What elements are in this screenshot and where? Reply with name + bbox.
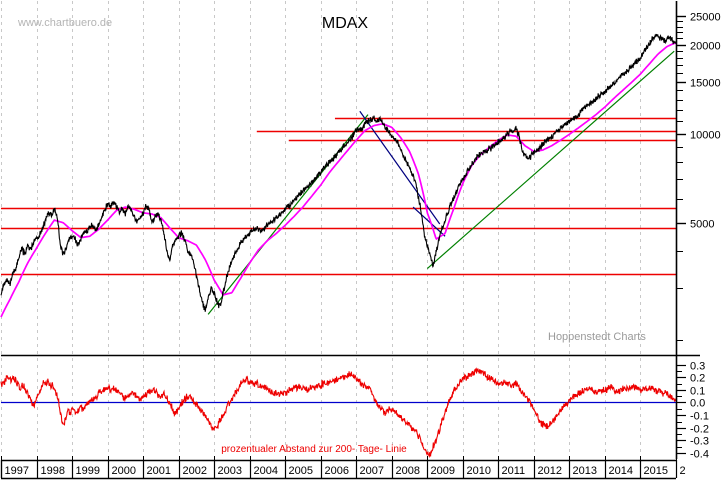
y-axis-label-price: 5000 [690, 219, 714, 231]
y-axis-label-price: 20000 [690, 41, 721, 53]
label-layer: 25000 20000 15000 10000 5000 0.30.20.10.0-0.1… [5, 12, 721, 478]
y-axis-label-oscillator: 0.3 [690, 361, 705, 373]
x-axis-year-label: 2001 [147, 465, 171, 477]
oscillator-layer [0, 367, 677, 459]
x-axis-year-label: 2007 [360, 465, 384, 477]
x-axis-year-label: 2013 [573, 465, 597, 477]
resistance-layer [1, 117, 676, 276]
x-axis-year-label: 2009 [431, 465, 455, 477]
x-axis-year-label: 1999 [76, 465, 100, 477]
x-axis-year-label: 2 [680, 465, 686, 477]
price-layer [0, 33, 677, 312]
y-axis-label-oscillator: -0.1 [690, 411, 709, 423]
x-axis-year-label: 2012 [538, 465, 562, 477]
uptrend-1997-2007 [207, 114, 369, 315]
page-title: MDAX [322, 15, 369, 32]
ma-layer [0, 42, 676, 318]
x-axis-year-label: 2010 [467, 465, 491, 477]
x-axis-year-label: 2011 [502, 465, 526, 477]
recovery-line-2008-2009 [412, 206, 446, 237]
x-axis-year-label: 2004 [254, 465, 278, 477]
y-axis-label-price: 25000 [690, 12, 721, 24]
axis-layer [0, 1, 700, 480]
ma200-line [0, 42, 676, 318]
x-axis-year-label: 2015 [644, 465, 668, 477]
y-axis-label-price: 10000 [690, 130, 721, 142]
y-axis-label-oscillator: 0.2 [690, 373, 705, 385]
x-axis-year-label: 2008 [396, 465, 420, 477]
uptrend-2009-2015 [426, 50, 675, 269]
price-line [0, 33, 677, 312]
y-axis-label-oscillator: -0.2 [690, 424, 709, 436]
x-axis-year-label: 2005 [289, 465, 313, 477]
oscillator-caption: prozentualer Abstand zur 200- Tage- Lini… [221, 444, 407, 455]
y-axis-label-oscillator: -0.4 [690, 449, 709, 461]
y-axis-label-oscillator: -0.3 [690, 436, 709, 448]
x-axis-year-label: 2006 [325, 465, 349, 477]
x-axis-year-label: 2003 [218, 465, 242, 477]
x-axis-year-label: 2002 [183, 465, 207, 477]
credit-text: Hoppenstedt Charts [548, 331, 646, 343]
x-axis-year-label: 1998 [41, 465, 65, 477]
x-axis-year-label: 2000 [112, 465, 136, 477]
y-axis-label-oscillator: 0.0 [690, 398, 705, 410]
x-axis-year-label: 1997 [5, 465, 29, 477]
y-axis-label-price: 15000 [690, 78, 721, 90]
y-axis-label-oscillator: 0.1 [690, 386, 705, 398]
x-axis-year-label: 2014 [609, 465, 633, 477]
watermark-text: www.chartbuero.de [17, 17, 112, 29]
oscillator-line [0, 367, 677, 459]
